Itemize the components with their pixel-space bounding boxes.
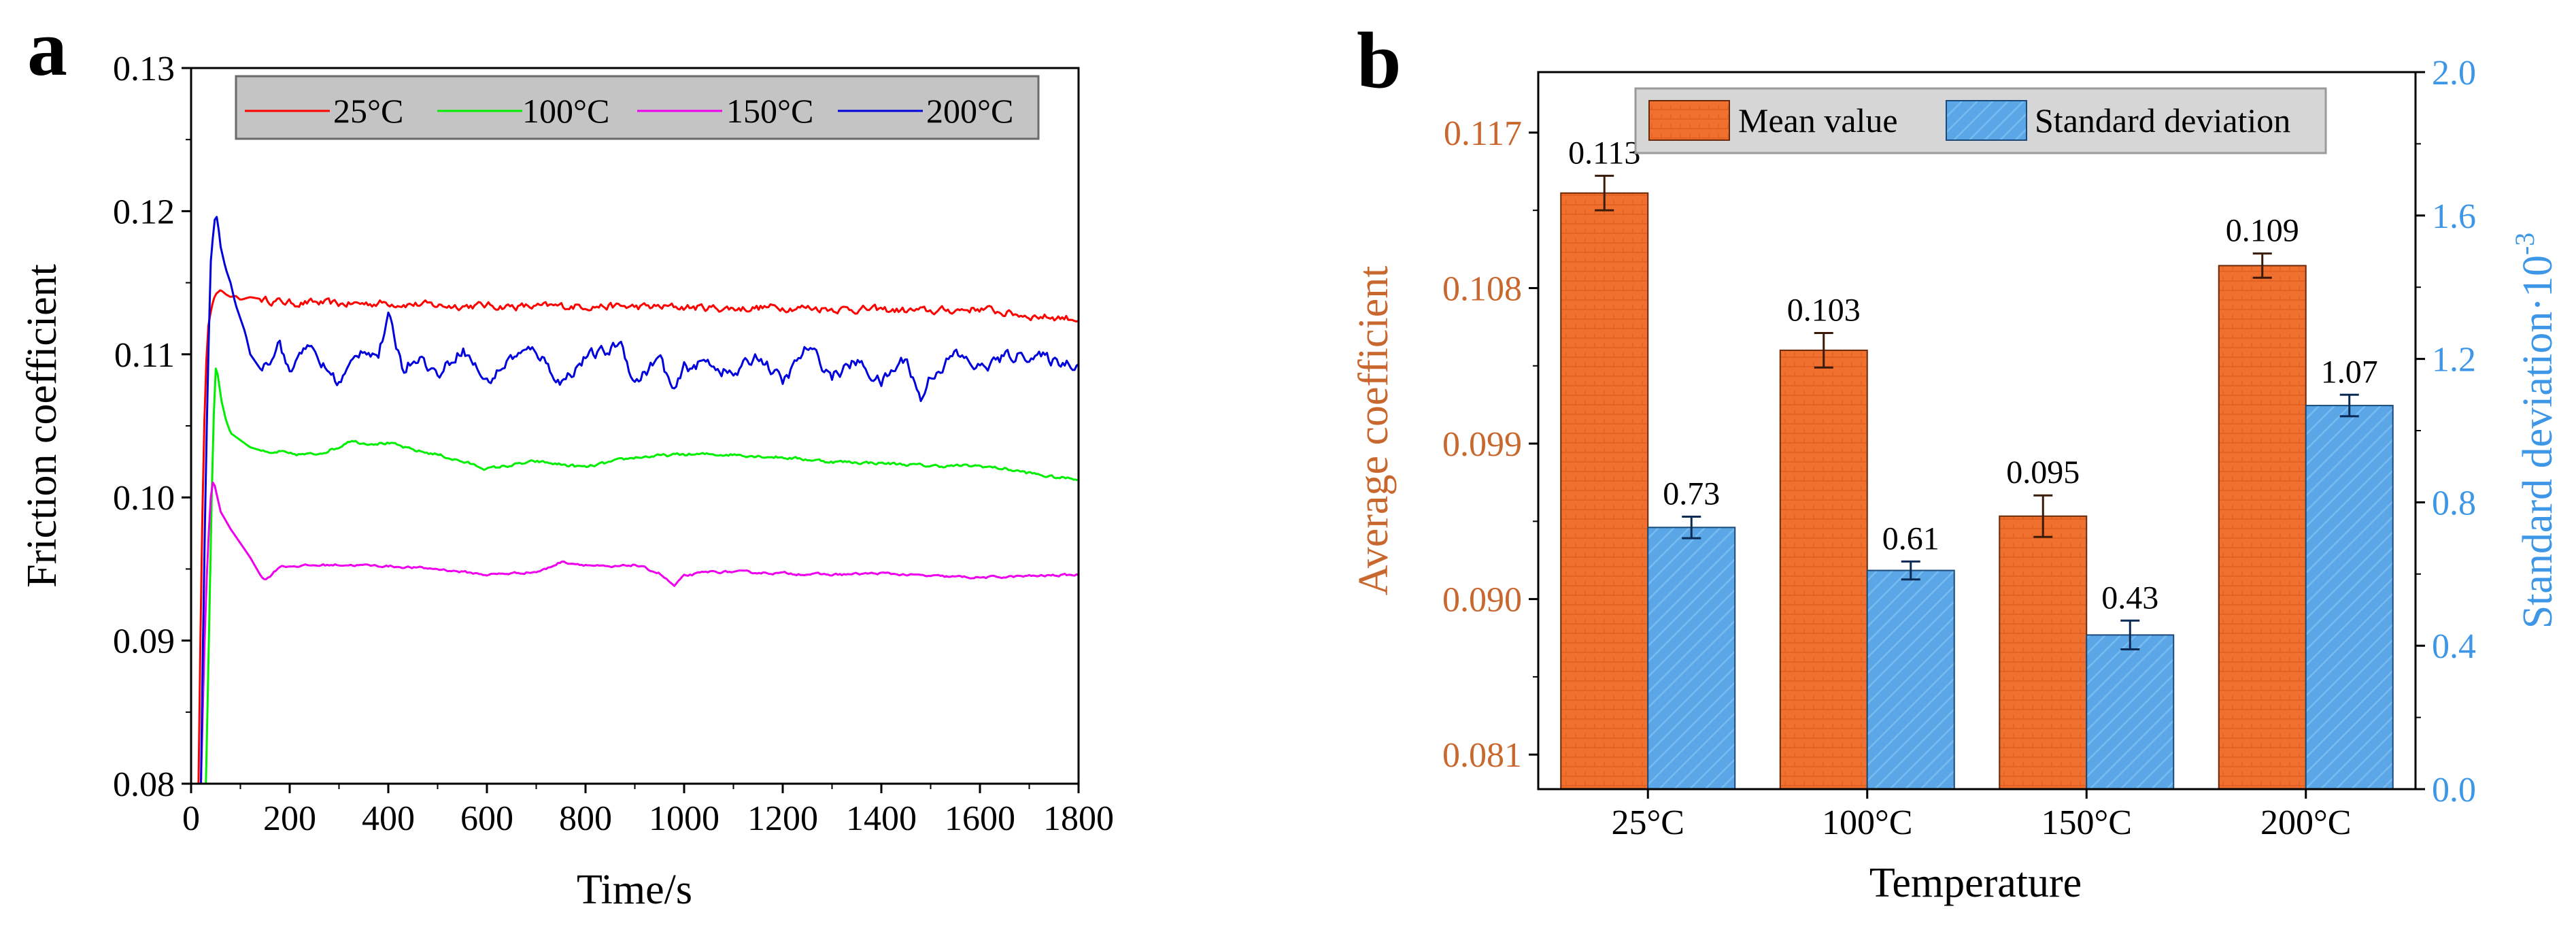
panel-a-y-tick-label: 0.13 xyxy=(113,50,175,88)
error-bar xyxy=(1682,515,1701,539)
error-bar xyxy=(2339,393,2359,418)
bar-std-200c xyxy=(2305,405,2394,790)
panel-a-x-tick-label: 800 xyxy=(559,799,612,838)
panel-a-x-tick-label: 0 xyxy=(182,799,200,838)
panel-a-x-tick-label: 600 xyxy=(460,799,513,838)
legend-swatch-std xyxy=(1946,100,2027,141)
panel-a-x-tick-label: 1600 xyxy=(945,799,1015,838)
error-bar xyxy=(2033,494,2053,538)
panel-b-x-axis-title: Temperature xyxy=(1869,860,2082,906)
bar-data-label: 1.07 xyxy=(2321,354,2378,390)
panel-b-y2-tick-label: 0.0 xyxy=(2432,771,2476,810)
panel-a-x-tick-label: 400 xyxy=(362,799,415,838)
panel-a-y-tick-label: 0.09 xyxy=(113,622,175,661)
panel-b-bars-group: 0.113 0.73 0.103 0.61 0.095 0.43 0.109 1.07 xyxy=(1560,135,2394,790)
panel-a-axes: 0 200 400 600 800 1000 1200 1400 1600 1800 0.08 0.0… xyxy=(113,50,1114,838)
panel-a-y-tick-label: 0.12 xyxy=(113,193,175,231)
bar-mean-100c xyxy=(1779,349,1868,790)
panel-b-y2-tick-label: 0.4 xyxy=(2432,627,2476,666)
panel-a-label: a xyxy=(27,3,67,93)
panel-b-y2-tick-label: 0.8 xyxy=(2432,484,2476,522)
panel-b-bar-chart: b 0.113 0.73 0.103 0.61 0.095 0.43 0.109 1.07 0… xyxy=(1351,16,2561,906)
panel-a-x-tick-label: 1000 xyxy=(649,799,719,838)
y2-title-main: Standard deviation·10 xyxy=(2515,255,2561,629)
panel-b-y-tick-label: 0.081 xyxy=(1442,736,1522,775)
bar-mean-200c xyxy=(2218,265,2307,790)
bar-data-label: 0.61 xyxy=(1882,520,1939,556)
error-bar xyxy=(1901,560,1920,581)
legend-label-200c: 200°C xyxy=(926,92,1013,130)
bar-data-label: 0.103 xyxy=(1787,293,1861,329)
bar-data-label: 0.095 xyxy=(2006,454,2080,490)
legend-label-std: Standard deviation xyxy=(2035,101,2290,139)
bar-std-150c xyxy=(2086,634,2175,790)
panel-a-x-tick-label: 1200 xyxy=(747,799,818,838)
bar-data-label: 0.73 xyxy=(1663,476,1720,512)
series-line-200c xyxy=(200,216,1079,784)
panel-a-x-tick-label: 200 xyxy=(263,799,316,838)
panel-b-x-tick-label: 25°C xyxy=(1612,803,1684,842)
y2-title-exponent: -3 xyxy=(2509,233,2540,255)
series-line-150c xyxy=(200,481,1079,784)
bar-data-label: 0.109 xyxy=(2226,213,2299,249)
bar-mean-25c xyxy=(1560,192,1649,790)
panel-a-y-axis-title: Friction coefficient xyxy=(19,264,65,588)
error-bar xyxy=(2252,252,2272,279)
panel-a-legend-box xyxy=(235,75,1040,140)
bar-std-100c xyxy=(1866,569,1955,790)
panel-b-y-tick-label: 0.099 xyxy=(1442,425,1522,464)
panel-b-y2-tick-label: 2.0 xyxy=(2432,54,2476,93)
panel-b-axes: 0.081 0.090 0.099 0.108 0.117 0.0 0.4 0.8 1.2 1.6… xyxy=(1442,54,2476,842)
panel-b-x-tick-label: 100°C xyxy=(1822,803,1912,842)
panel-a-series-group xyxy=(197,216,1079,784)
panel-a-line-chart: a 0 200 400 600 800 1000 1200 1400 1600 18000.080… xyxy=(19,3,1114,913)
error-bar xyxy=(1595,174,1614,212)
panel-a-x-axis-title: Time/s xyxy=(577,867,692,913)
panel-a-legend: 25°C 100°C 150°C 200°C xyxy=(235,75,1040,140)
legend-swatch-mean xyxy=(1648,100,1730,141)
series-line-100c xyxy=(205,367,1079,784)
legend-label-100c: 100°C xyxy=(522,92,609,130)
series-line-25c xyxy=(197,289,1079,784)
panel-b-x-tick-label: 200°C xyxy=(2260,803,2351,842)
panel-b-y2-tick-label: 1.2 xyxy=(2432,341,2476,380)
legend-label-25c: 25°C xyxy=(333,92,403,130)
panel-b-y-tick-label: 0.117 xyxy=(1444,114,1522,153)
panel-a-x-tick-label: 1800 xyxy=(1043,799,1114,838)
panel-a-plot-frame xyxy=(190,67,1080,785)
panel-b-y-tick-label: 0.090 xyxy=(1442,581,1522,620)
panel-a-y-tick-label: 0.10 xyxy=(113,479,175,518)
bar-mean-150c xyxy=(1999,515,2088,790)
panel-b-x-tick-label: 150°C xyxy=(2041,803,2132,842)
panel-b-y2-axis-title: Standard deviation·10-3 xyxy=(2509,233,2561,629)
panel-b-legend: Mean value Standard deviation xyxy=(1634,87,2327,154)
panel-a-x-tick-label: 1400 xyxy=(846,799,917,838)
panel-a-y-tick-label: 0.08 xyxy=(113,765,175,804)
bar-data-label: 0.113 xyxy=(1568,135,1640,171)
panel-b-y-tick-label: 0.108 xyxy=(1442,269,1522,308)
panel-b-y-axis-title: Average coefficient xyxy=(1351,266,1397,596)
bar-data-label: 0.43 xyxy=(2101,580,2158,616)
panel-b-label: b xyxy=(1357,16,1402,105)
legend-label-150c: 150°C xyxy=(726,92,813,130)
panel-a-y-tick-label: 0.11 xyxy=(114,336,175,375)
panel-b-y2-tick-label: 1.6 xyxy=(2432,197,2476,236)
error-bar xyxy=(2120,619,2140,650)
error-bar xyxy=(1814,332,1833,369)
legend-label-mean: Mean value xyxy=(1738,101,1898,139)
bar-std-25c xyxy=(1647,527,1736,790)
